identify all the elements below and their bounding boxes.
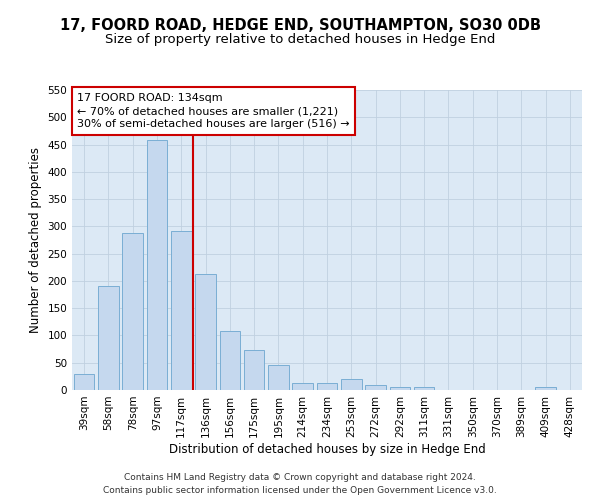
Bar [244, 350, 265, 390]
Text: 17, FOORD ROAD, HEDGE END, SOUTHAMPTON, SO30 0DB: 17, FOORD ROAD, HEDGE END, SOUTHAMPTON, … [59, 18, 541, 32]
Bar [171, 232, 191, 390]
X-axis label: Distribution of detached houses by size in Hedge End: Distribution of detached houses by size … [169, 442, 485, 456]
Bar [535, 388, 556, 390]
Text: 17 FOORD ROAD: 134sqm
← 70% of detached houses are smaller (1,221)
30% of semi-d: 17 FOORD ROAD: 134sqm ← 70% of detached … [77, 93, 350, 130]
Text: Contains HM Land Registry data © Crown copyright and database right 2024.
Contai: Contains HM Land Registry data © Crown c… [103, 474, 497, 495]
Bar [414, 388, 434, 390]
Bar [195, 274, 216, 390]
Bar [317, 384, 337, 390]
Bar [292, 383, 313, 390]
Bar [389, 388, 410, 390]
Bar [341, 378, 362, 390]
Bar [268, 365, 289, 390]
Bar [365, 384, 386, 390]
Bar [220, 330, 240, 390]
Y-axis label: Number of detached properties: Number of detached properties [29, 147, 42, 333]
Bar [98, 286, 119, 390]
Bar [146, 140, 167, 390]
Text: Size of property relative to detached houses in Hedge End: Size of property relative to detached ho… [105, 32, 495, 46]
Bar [122, 234, 143, 390]
Bar [74, 374, 94, 390]
